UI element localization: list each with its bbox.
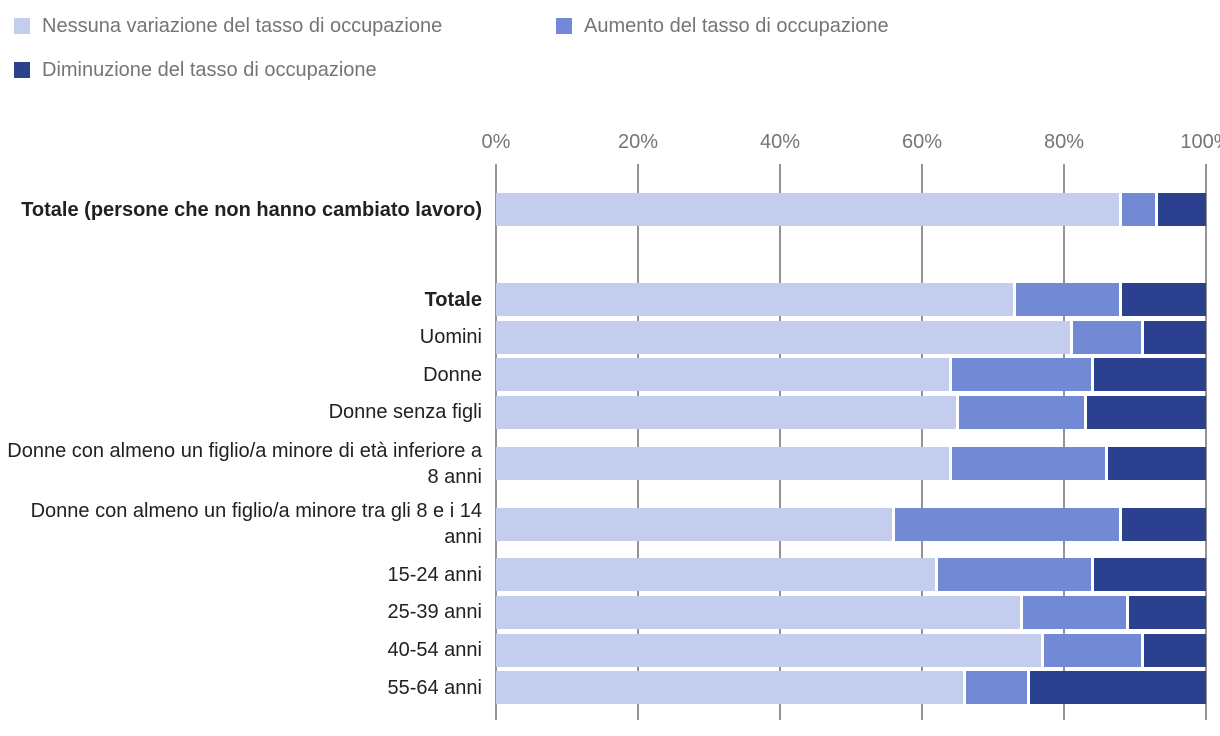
category-label: 40-54 anni [387, 639, 482, 661]
bar-segment-series-2 [937, 558, 1091, 591]
gridline [1205, 164, 1207, 720]
category-label: 25-39 anni [387, 601, 482, 623]
axis-tick-label: 80% [1043, 131, 1085, 153]
bar-segment-series-1 [496, 395, 956, 429]
category-label: Uomini [419, 326, 482, 348]
gridline [637, 164, 639, 720]
bar-segment-series-2 [951, 358, 1091, 391]
axis-tick-label: 0% [481, 131, 511, 153]
bar-segment-series-1 [496, 193, 1120, 226]
gridline [495, 164, 497, 720]
bar-segment-series-1 [496, 558, 935, 591]
category-label: Donne con almeno un figlio/a minore di e… [7, 439, 482, 488]
gridline [921, 164, 923, 720]
legend-swatch-icon [14, 18, 30, 34]
bar-segment-series-3 [1030, 671, 1206, 704]
bar-segment-series-3 [1122, 507, 1206, 541]
bar-segment-series-1 [496, 507, 893, 541]
bar-segment-series-2 [1072, 320, 1141, 354]
legend-label: Nessuna variazione del tasso di occupazi… [42, 14, 443, 37]
category-label: Donne senza figli [328, 401, 482, 423]
legend-label: Aumento del tasso di occupazione [584, 14, 889, 37]
bar-segment-series-2 [966, 671, 1027, 704]
bar-segment-series-2 [959, 395, 1084, 429]
bar-segment-series-3 [1143, 633, 1206, 667]
bar-segment-series-3 [1093, 358, 1206, 391]
bar-segment-series-3 [1129, 595, 1206, 629]
bar-segment-series-1 [496, 320, 1070, 354]
gridline [779, 164, 781, 720]
axis-tick-label: 100% [1180, 131, 1220, 153]
category-label: Totale (persone che non hanno cambiato l… [21, 198, 482, 221]
bar-segment-series-1 [496, 447, 949, 480]
bar-segment-series-2 [1022, 595, 1127, 629]
axis-tick-label: 20% [617, 131, 659, 153]
bar-segment-series-3 [1093, 558, 1206, 591]
bar-segment-series-1 [496, 595, 1020, 629]
bar-segment-series-1 [496, 633, 1042, 667]
bar-segment-series-2 [1015, 283, 1120, 316]
bar-segment-series-2 [895, 507, 1120, 541]
bar-segment-series-1 [496, 671, 964, 704]
gridline [1063, 164, 1065, 720]
bar-segment-series-1 [496, 358, 949, 391]
bar-segment-series-3 [1157, 193, 1206, 226]
bar-segment-series-3 [1108, 447, 1206, 480]
axis-tick-label: 40% [759, 131, 801, 153]
category-label: 55-64 anni [387, 676, 482, 699]
bar-segment-series-1 [496, 283, 1013, 316]
legend-item: Nessuna variazione del tasso di occupazi… [14, 13, 442, 39]
legend-label: Diminuzione del tasso di occupazione [42, 58, 377, 81]
bar-segment-series-2 [1044, 633, 1141, 667]
legend-item: Diminuzione del tasso di occupazione [14, 57, 377, 83]
bar-segment-series-3 [1143, 320, 1206, 354]
legend-item: Aumento del tasso di occupazione [556, 13, 889, 39]
category-label: Donne [423, 363, 482, 386]
bar-segment-series-3 [1122, 283, 1206, 316]
bar-segment-series-2 [951, 447, 1106, 480]
category-label: 15-24 anni [387, 563, 482, 586]
legend-swatch-icon [556, 18, 572, 34]
axis-tick-label: 60% [901, 131, 943, 153]
category-label: Totale [424, 288, 482, 311]
legend-swatch-icon [14, 62, 30, 78]
bar-segment-series-3 [1086, 395, 1206, 429]
category-label: Donne con almeno un figlio/a minore tra … [30, 500, 482, 548]
bar-segment-series-2 [1122, 193, 1155, 226]
